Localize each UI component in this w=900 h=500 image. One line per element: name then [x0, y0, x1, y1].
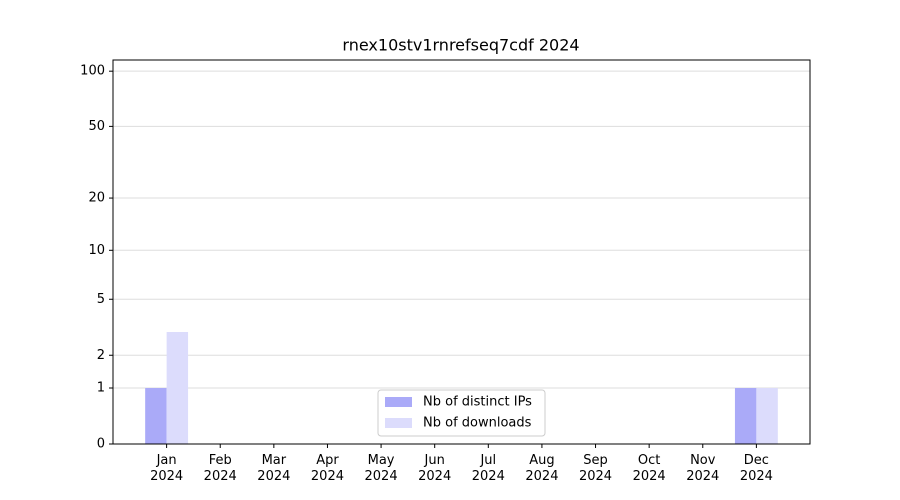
y-tick-label: 20	[88, 191, 105, 206]
x-tick-label: May 2024	[364, 453, 398, 484]
legend-frame	[377, 389, 546, 437]
legend-label: Nb of distinct IPs	[423, 395, 532, 410]
legend: Nb of distinct IPs Nb of downloads	[377, 389, 546, 437]
x-tick-label: Apr 2024	[310, 453, 344, 484]
x-tick-label: Aug 2024	[525, 453, 559, 484]
chart-title: rnex10stv1rnrefseq7cdf 2024	[342, 36, 579, 55]
y-tick-label: 10	[88, 243, 105, 258]
x-tick-label: Jan 2024	[150, 453, 184, 484]
x-tick-label: Sep 2024	[578, 453, 613, 484]
bar	[756, 388, 778, 444]
y-tick-label: 0	[97, 437, 105, 452]
bar	[166, 332, 189, 444]
y-tick-label: 50	[88, 119, 105, 134]
x-tick-label: Jun 2024	[418, 453, 452, 484]
legend-label: Nb of downloads	[423, 416, 532, 431]
x-tick-label: Jul 2024	[471, 453, 505, 484]
x-tick-label: Dec 2024	[739, 453, 773, 484]
legend-swatch	[385, 397, 412, 407]
legend-swatch	[385, 418, 412, 428]
plot-frame	[112, 59, 811, 445]
x-tick-label: Oct 2024	[632, 453, 666, 484]
x-tick-label: Nov 2024	[686, 453, 720, 484]
y-tick-label: 100	[80, 64, 105, 79]
y-tick-label: 1	[97, 381, 105, 396]
bar	[734, 388, 757, 444]
x-tick-label: Mar 2024	[257, 453, 291, 484]
y-tick-label: 5	[97, 292, 105, 307]
x-tick-label: Feb 2024	[203, 453, 237, 484]
y-tick-label: 2	[97, 348, 105, 363]
bar	[145, 388, 167, 444]
